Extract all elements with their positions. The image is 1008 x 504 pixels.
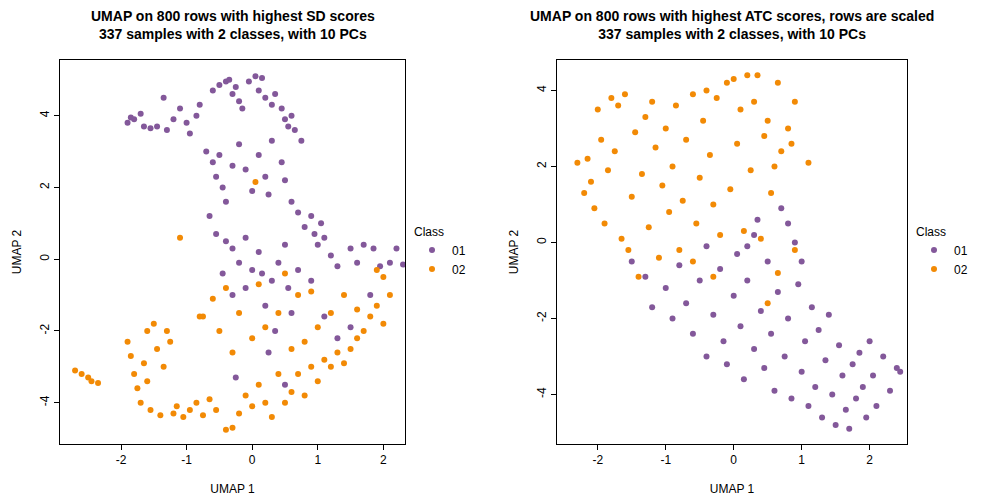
svg-text:02: 02 xyxy=(452,263,466,277)
svg-text:01: 01 xyxy=(452,244,466,258)
svg-text:2: 2 xyxy=(380,453,387,467)
svg-text:4: 4 xyxy=(38,110,52,117)
svg-text:-2: -2 xyxy=(535,311,549,322)
svg-text:2: 2 xyxy=(535,161,549,168)
svg-text:UMAP 1: UMAP 1 xyxy=(710,482,755,496)
svg-text:Class: Class xyxy=(414,225,444,239)
svg-text:-2: -2 xyxy=(592,453,603,467)
svg-text:2: 2 xyxy=(38,182,52,189)
svg-text:01: 01 xyxy=(954,244,968,258)
svg-text:0: 0 xyxy=(249,453,256,467)
svg-text:-2: -2 xyxy=(38,323,52,334)
svg-text:-1: -1 xyxy=(181,453,192,467)
svg-text:02: 02 xyxy=(954,263,968,277)
svg-text:UMAP on 800 rows with highest: UMAP on 800 rows with highest ATC scores… xyxy=(530,8,934,42)
svg-text:UMAP 2: UMAP 2 xyxy=(10,229,24,274)
svg-text:0: 0 xyxy=(535,237,549,244)
svg-text:-2: -2 xyxy=(116,453,127,467)
svg-text:0: 0 xyxy=(730,453,737,467)
svg-text:4: 4 xyxy=(535,85,549,92)
svg-text:UMAP on 800 rows with highest: UMAP on 800 rows with highest SD scores3… xyxy=(91,8,375,42)
svg-text:1: 1 xyxy=(314,453,321,467)
svg-text:-1: -1 xyxy=(660,453,671,467)
svg-text:-4: -4 xyxy=(535,387,549,398)
svg-text:Class: Class xyxy=(916,225,946,239)
svg-text:0: 0 xyxy=(38,254,52,261)
svg-text:UMAP 2: UMAP 2 xyxy=(507,229,521,274)
svg-text:-4: -4 xyxy=(38,395,52,406)
svg-text:1: 1 xyxy=(798,453,805,467)
svg-text:UMAP 1: UMAP 1 xyxy=(210,482,255,496)
svg-text:2: 2 xyxy=(866,453,873,467)
